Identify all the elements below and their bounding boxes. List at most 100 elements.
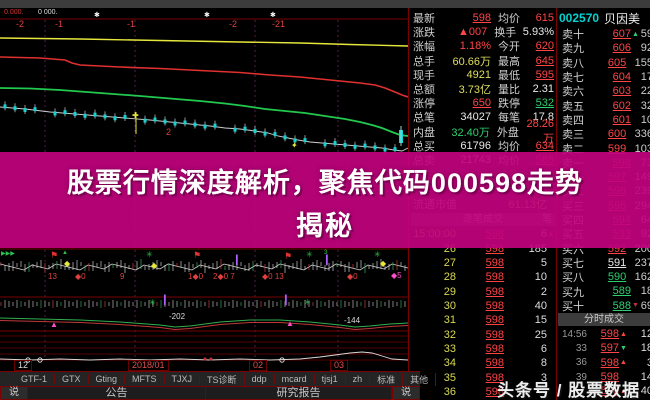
tick-price: 598 (485, 385, 504, 398)
orderbook-row[interactable]: 卖三 600 336 (557, 127, 650, 141)
chart-annotation: 02 (249, 360, 268, 371)
quote-value[interactable]: 598 (472, 12, 491, 25)
tick-row[interactable]: 34 598 8 (409, 356, 557, 370)
quote-value[interactable]: 1.18% (459, 40, 491, 53)
orderbook-volume: 10 (640, 113, 650, 126)
orderbook-level-label: 卖五 (562, 100, 584, 113)
left-toggle-button[interactable]: 说 (0, 386, 28, 400)
indicator-tab[interactable]: 其他 (403, 372, 437, 386)
quote-value[interactable]: 650 (472, 97, 491, 110)
orderbook-level-label: 卖九 (562, 43, 584, 56)
quote-value[interactable]: 634 (535, 139, 554, 152)
quote-value[interactable]: 28.26万 (526, 117, 554, 145)
orderbook-row[interactable]: 买七 591 237 (557, 256, 650, 270)
indicator-tab[interactable]: TJXJ (165, 374, 201, 384)
quote-value[interactable]: 620 (535, 40, 554, 53)
chart-annotation: ▎ (164, 295, 171, 305)
orderbook-row[interactable]: 卖八 605 155 (557, 56, 650, 70)
chart-annotation: 12 (14, 360, 33, 371)
quote-value[interactable]: 645 (535, 54, 554, 67)
tick-row[interactable]: 28 598 10 (409, 270, 557, 284)
quote-value[interactable]: 5.93% (522, 26, 554, 39)
trade-volume: 40 (640, 385, 650, 398)
chart-annotation: 2◆0 7 (213, 272, 235, 281)
quote-row: 涨停 650 跌停 532 (409, 96, 557, 110)
orderbook-row[interactable]: 卖九 606 92 (557, 41, 650, 55)
right-toggle-button[interactable]: 说 (392, 386, 420, 400)
tick-time: 27 (443, 256, 456, 269)
tick-row[interactable]: 35 598 3 (409, 370, 557, 384)
tick-row[interactable]: 27 598 5 (409, 256, 557, 270)
tick-row[interactable]: 31 598 15 (409, 313, 557, 327)
quote-value[interactable]: ▲007 (457, 26, 488, 39)
time-sales-row[interactable]: 33 597 ▼ 18 (557, 341, 650, 355)
indicator-tab[interactable]: ddp (245, 374, 275, 384)
orderbook-row[interactable]: 买八 590 162 (557, 270, 650, 284)
stock-code: 002570 (559, 11, 600, 25)
indicator-tab[interactable]: Gting (89, 374, 126, 384)
indicator-tab[interactable]: 标准 (370, 372, 404, 386)
chart-annotation: ⚑ (193, 250, 202, 260)
time-sales-row[interactable]: 14:56 598 ▲ 12 (557, 327, 650, 341)
quote-row: 总买 61796 均价 634 (409, 139, 557, 153)
orderbook-row[interactable]: 卖七 604 17 (557, 70, 650, 84)
chart-annotation: 3 (324, 250, 328, 256)
indicator-tab[interactable]: zh (346, 374, 371, 384)
quote-value[interactable]: 3.73亿 (458, 84, 491, 97)
orderbook-volume: 17 (640, 71, 650, 84)
orderbook-arrow-icon: ▼ (632, 302, 639, 310)
tick-row[interactable]: 29 598 2 (409, 284, 557, 298)
orderbook-price: 607 (612, 28, 631, 41)
chart-annotation: ◆0 13 (262, 272, 284, 281)
announcements-button[interactable]: 公告 (28, 386, 206, 400)
chart-annotation: ◆ (64, 259, 71, 268)
indicator-tab[interactable]: GTF-1 (14, 374, 55, 384)
tick-price: 598 (485, 256, 504, 269)
tick-row[interactable]: 36 598 (409, 385, 557, 399)
quote-value[interactable]: 2.31 (532, 83, 554, 96)
quote-label: 跌停 (498, 98, 520, 111)
tick-row[interactable]: 33 598 6 (409, 342, 557, 356)
orderbook-row[interactable]: 买九 589 18 (557, 284, 650, 298)
quote-value[interactable]: 4921 (466, 68, 491, 81)
quote-value[interactable]: 532 (535, 97, 554, 110)
quote-summary: 最新 598 均价 615 涨跌 ▲007 换手 5.93% 涨幅 1.18% … (409, 11, 557, 167)
tick-time: 34 (443, 357, 456, 370)
tick-row[interactable]: 32 598 25 (409, 327, 557, 341)
indicator-tab[interactable]: mcard (275, 374, 315, 384)
orderbook-volume: 155 (634, 56, 650, 69)
quote-value[interactable]: 60.66万 (452, 55, 491, 68)
time-sales-header[interactable]: 分时成交 (558, 313, 650, 326)
orderbook-row[interactable]: 卖五 602 32 (557, 98, 650, 113)
indicator-tab[interactable]: TS诊断 (200, 372, 245, 386)
quote-value[interactable]: 34027 (460, 111, 491, 124)
orderbook-level-label: 卖十 (562, 29, 584, 42)
orderbook-row[interactable]: 卖十 607 ▲ 59 (557, 27, 650, 41)
orderbook-volume: 92 (640, 42, 650, 55)
time-sales-row[interactable]: 36 598 ▲ 3 (557, 356, 650, 370)
orderbook-row[interactable]: 卖四 601 10 (557, 113, 650, 127)
research-reports-button[interactable]: 研究报告 (206, 386, 392, 400)
quote-value[interactable]: 61796 (460, 139, 491, 152)
chart-annotation: ▎ (236, 255, 243, 265)
indicator-tab[interactable]: MFTS (125, 374, 165, 384)
trade-volume: 3 (628, 357, 650, 369)
quote-label: 涨跌 (413, 27, 435, 40)
trade-arrow-icon: ▼ (620, 344, 627, 352)
quote-value[interactable]: 17.8 (532, 111, 554, 124)
time-sales-row[interactable]: 598 ▲ 40 (557, 384, 650, 398)
orderbook-price: 602 (612, 99, 631, 112)
indicator-tab[interactable]: tjsj1 (315, 374, 346, 384)
chart-annotation: ⚑ (50, 250, 59, 260)
quote-label: 外盘 (496, 126, 519, 139)
orderbook-row[interactable]: 卖六 603 22 (557, 84, 650, 98)
stock-header[interactable]: 002570 贝因美 (557, 10, 650, 26)
tick-row[interactable]: 30 598 40 (409, 299, 557, 313)
orderbook-row[interactable]: 买十 588 ▼ 69 (557, 299, 650, 313)
quote-value[interactable]: 32.40万 (451, 126, 490, 139)
quote-value[interactable]: 615 (535, 12, 554, 25)
time-sales-row[interactable]: 39 598 14 (557, 370, 650, 384)
quote-value[interactable]: 595 (535, 68, 554, 81)
indicator-tab[interactable]: GTX (55, 374, 89, 384)
chart-annotation: ◆0 (347, 272, 358, 281)
